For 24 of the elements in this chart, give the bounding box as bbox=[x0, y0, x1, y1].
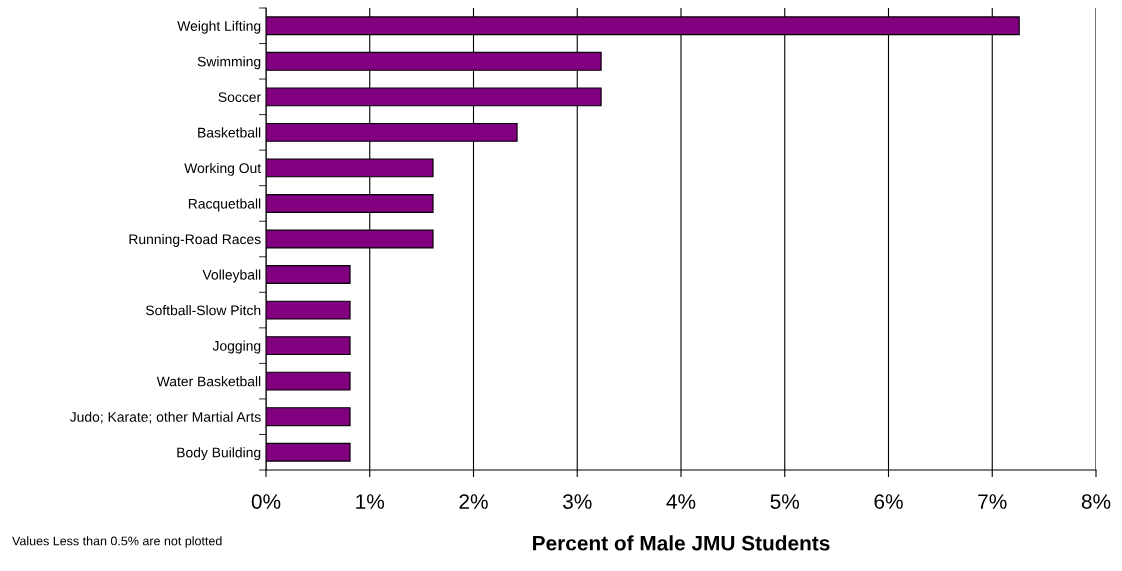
x-tick-label: 0% bbox=[251, 494, 281, 509]
x-tick-label: 5% bbox=[770, 494, 800, 509]
y-tick-label: Jogging bbox=[212, 340, 261, 354]
y-tick-label: Water Basketball bbox=[156, 376, 261, 387]
y-tick-label: Soccer bbox=[218, 92, 261, 103]
y-tick-label: Body Building bbox=[177, 447, 261, 461]
x-tick-label: 3% bbox=[562, 494, 592, 509]
y-tick-label: Working Out bbox=[184, 162, 262, 176]
text: Values Less than 0.5% are not plotted bbox=[12, 536, 222, 548]
y-tick-label: Basketball bbox=[198, 127, 261, 138]
x-tick-label: 7% bbox=[978, 494, 1007, 509]
x-tick-label: 2% bbox=[459, 494, 488, 509]
y-tick-label: Judo; Karate; other Martial Arts bbox=[69, 411, 261, 424]
y-tick-label: Running-Road Races bbox=[129, 233, 261, 247]
x-axis-title: Percent of Male JMU Students bbox=[533, 535, 830, 551]
y-tick-label: Softball-Slow Pitch bbox=[145, 305, 261, 316]
y-tick-label: Weight Lifting bbox=[177, 20, 261, 34]
x-tick-label: 8% bbox=[1081, 494, 1111, 509]
y-tick-label: Racquetball bbox=[188, 198, 261, 212]
x-tick-label: 1% bbox=[356, 494, 385, 509]
x-tick-label: 4% bbox=[666, 494, 696, 509]
y-tick-label: Volleyball bbox=[202, 269, 261, 283]
x-tick-label: 6% bbox=[874, 494, 903, 509]
y-tick-label: Swimming bbox=[197, 56, 261, 70]
